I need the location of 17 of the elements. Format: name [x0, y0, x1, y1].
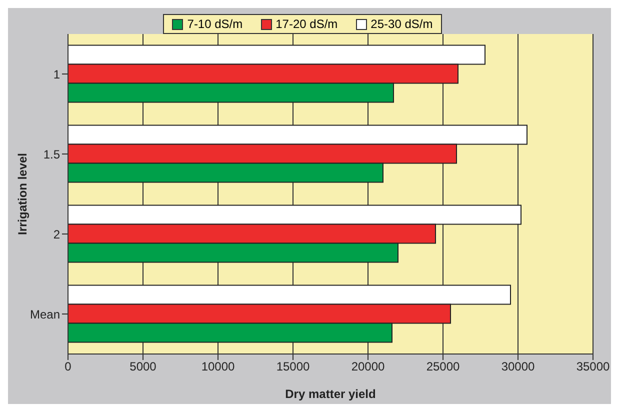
y-tick-label: 1	[53, 67, 60, 82]
x-axis-title: Dry matter yield	[285, 387, 376, 401]
x-tick-label: 10000	[201, 360, 236, 374]
legend-label: 25-30 dS/m	[370, 17, 433, 31]
x-tick-label: 15000	[276, 360, 310, 374]
x-tick-label: 35000	[576, 360, 610, 374]
y-tick-label: Mean	[30, 307, 60, 322]
x-tick-label: 5000	[130, 360, 157, 374]
x-tick-label: 20000	[351, 360, 386, 374]
legend-label: 7-10 dS/m	[186, 17, 243, 31]
y-tick-label: 2	[53, 227, 60, 242]
x-tick-label: 0	[64, 360, 72, 374]
x-tick-label: 30000	[501, 360, 536, 374]
y-tick-label: 1.5	[43, 147, 60, 162]
legend-label: 17-20 dS/m	[274, 17, 338, 31]
y-axis-title: Irrigation level	[15, 152, 30, 236]
x-tick-label: 25000	[426, 360, 460, 374]
